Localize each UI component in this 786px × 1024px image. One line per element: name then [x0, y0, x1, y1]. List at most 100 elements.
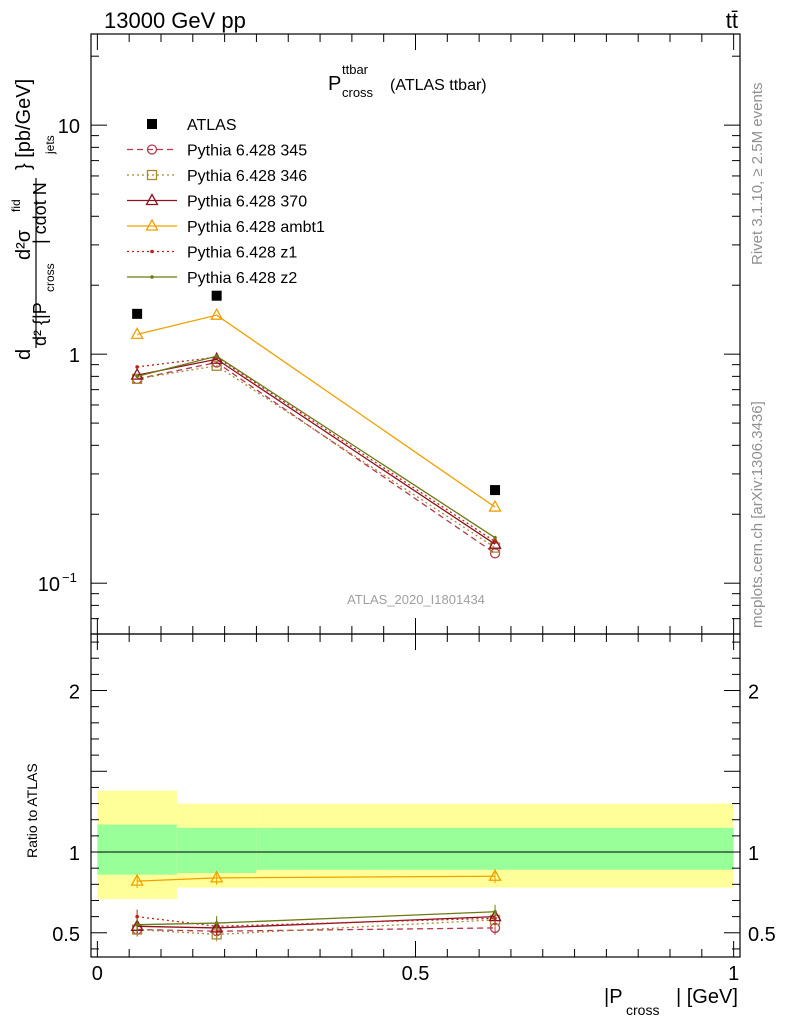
legend-marker [146, 169, 158, 181]
data-point [493, 539, 497, 544]
y-tick-label: 1 [69, 345, 80, 367]
data-point [130, 367, 144, 380]
y-label-den-sub2: jets [43, 135, 57, 155]
ratio-point [135, 922, 139, 927]
y-label-denominator: d² {|P cross | cdot N jets [30, 135, 57, 346]
y-label-numerator: d d²σ fid} [pb/GeV] [9, 79, 37, 360]
ratio-point [130, 873, 144, 886]
ratio-point [210, 870, 224, 883]
y-label-den-sub: cross [43, 263, 57, 292]
legend-label: Pythia 6.428 z1 [187, 245, 297, 262]
ratio-ticks: 0.5 0.5 1 1 2 2 0 0.5 1 [52, 634, 776, 985]
x-tick-label: 1 [728, 963, 739, 985]
x-label-post: | [GeV] [676, 986, 738, 1008]
series-line [136, 314, 496, 508]
data-point [130, 327, 144, 340]
legend-label: Pythia 6.428 z2 [187, 270, 297, 287]
ratio-series-3 [130, 868, 502, 889]
series-3 [130, 351, 502, 549]
data-point [489, 548, 501, 559]
ratio-series-4 [135, 909, 497, 934]
header-right: tt̄ [726, 8, 738, 33]
data-point [488, 499, 502, 512]
series-line [137, 365, 496, 549]
legend-marker [145, 193, 159, 206]
legend-marker [147, 119, 157, 129]
data-point [135, 365, 139, 369]
x-tick-label: 0.5 [402, 963, 430, 985]
series-2 [131, 360, 501, 553]
legend-label: Pythia 6.428 370 [187, 194, 307, 211]
title-sup: ttbar [342, 62, 369, 77]
legend-label: ATLAS [187, 117, 237, 134]
title-sub: cross [342, 85, 374, 100]
ratio-point [488, 868, 502, 881]
watermark: ATLAS_2020_I1801434 [347, 592, 485, 607]
band-green [176, 827, 257, 874]
data-point [211, 360, 222, 371]
series-line [136, 361, 496, 554]
y-tick-label: 10 [38, 574, 60, 596]
ratio-bands [91, 790, 740, 899]
y-tick-label-sup: −1 [62, 570, 77, 585]
legend-entry: Pythia 6.428 z1 [127, 245, 297, 262]
ratio-y-tick-label-right: 1 [748, 843, 759, 865]
legend-marker [146, 144, 158, 155]
legend-entry: ATLAS [147, 117, 237, 134]
ratio-series-line [137, 915, 496, 929]
ratio-y-tick-label: 0.5 [52, 924, 80, 946]
y-label-unit: } [pb/GeV] [13, 79, 35, 170]
data-point [135, 374, 139, 379]
ratio-y-axis-label: Ratio to ATLAS [24, 763, 40, 858]
legend-entry: Pythia 6.428 ambt1 [127, 218, 325, 236]
data-point [210, 307, 224, 320]
rivet-label: Rivet 3.1.10, ≥ 2.5M events [749, 83, 766, 266]
legend-entry: Pythia 6.428 346 [127, 168, 307, 185]
data-point [488, 536, 502, 549]
ratio-series-line [137, 927, 496, 932]
data-point [132, 308, 143, 319]
main-series [130, 290, 502, 559]
ratio-y-tick-label: 2 [69, 682, 80, 704]
legend-entry: Pythia 6.428 z2 [127, 270, 297, 287]
ratio-label-text: Ratio to ATLAS [24, 763, 40, 858]
ratio-y-tick-label: 1 [69, 843, 80, 865]
x-label-sub: cross [626, 1002, 659, 1018]
header-left: 13000 GeV pp [104, 8, 246, 33]
band-green [97, 824, 177, 875]
y-label-d: d [13, 349, 35, 360]
y-axis-label: d d²σ fid} [pb/GeV] d² {|P cross | cdot N jets [9, 79, 57, 360]
ratio-point [214, 921, 219, 925]
legend-label: Pythia 6.428 346 [187, 168, 307, 185]
data-point [211, 290, 222, 301]
ratio-label-group: Ratio to ATLAS [24, 763, 40, 858]
y-tick-label: 10 [58, 116, 80, 138]
y-label-den-mid: | cdot N [30, 182, 50, 244]
ratio-point [493, 909, 497, 914]
legend-entry: Pythia 6.428 345 [127, 143, 307, 160]
mcplots-label: mcplots.cern.ch [arXiv:1306.3436] [749, 401, 766, 628]
band-green [256, 827, 734, 870]
legend-label: Pythia 6.428 ambt1 [187, 219, 325, 236]
ratio-series-line [137, 915, 496, 927]
y-label-den: d² {|P [30, 302, 50, 346]
title-suffix: (ATLAS ttbar) [390, 77, 487, 94]
series-line [137, 356, 496, 543]
series-4 [130, 307, 502, 512]
series-1 [131, 357, 501, 559]
y-label-fid: fid [9, 199, 23, 212]
legend-marker [150, 275, 154, 279]
legend-label: Pythia 6.428 345 [187, 143, 307, 160]
x-label-pre: |P [604, 986, 623, 1008]
legend-marker [150, 249, 154, 254]
ratio-y-tick-label-right: 0.5 [748, 924, 776, 946]
series-6 [135, 354, 497, 540]
data-point [214, 354, 219, 358]
legend-entry: Pythia 6.428 370 [127, 193, 307, 211]
ratio-series-5 [135, 904, 497, 932]
data-point [490, 485, 501, 496]
